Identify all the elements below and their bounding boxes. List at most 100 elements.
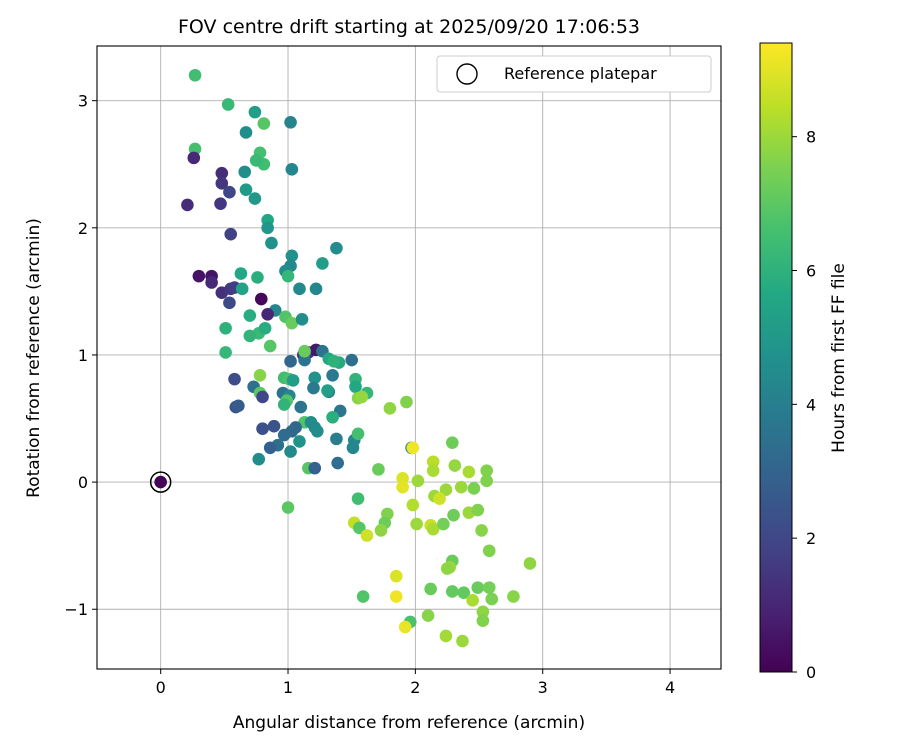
data-point xyxy=(254,292,268,306)
data-point xyxy=(234,267,248,280)
data-point xyxy=(235,282,249,296)
data-point xyxy=(321,384,334,397)
data-point xyxy=(485,592,499,606)
data-point xyxy=(426,464,440,477)
data-point xyxy=(476,614,490,627)
data-point xyxy=(256,422,269,436)
colorbar-tick-label: 0 xyxy=(806,663,816,682)
data-point xyxy=(248,105,262,119)
data-point xyxy=(327,355,341,368)
data-point xyxy=(228,372,241,386)
data-point xyxy=(345,353,358,367)
data-point xyxy=(261,221,274,235)
y-tick-label: 1 xyxy=(78,346,88,365)
colorbar-gradient xyxy=(759,42,793,673)
data-point xyxy=(426,522,440,536)
data-point xyxy=(284,355,297,368)
data-point xyxy=(215,166,229,180)
y-axis: −1 0 1 2 3 xyxy=(64,92,97,619)
data-point xyxy=(346,441,360,455)
y-tick-label: 3 xyxy=(78,92,88,111)
data-point xyxy=(400,395,413,409)
data-point xyxy=(507,590,520,603)
data-point xyxy=(181,198,194,212)
data-point xyxy=(440,562,454,575)
colorbar-tick-label: 4 xyxy=(806,395,816,414)
reference-marker-group xyxy=(149,471,172,493)
data-point xyxy=(205,276,218,289)
data-point xyxy=(396,480,409,494)
colorbar-label: Hours from first FF file xyxy=(829,263,849,453)
data-point xyxy=(311,424,324,438)
data-point xyxy=(331,456,344,470)
data-point xyxy=(285,316,299,330)
data-point xyxy=(215,177,229,190)
data-point xyxy=(192,269,206,283)
legend: Reference platepar xyxy=(436,55,712,93)
data-point xyxy=(523,557,537,570)
data-point xyxy=(248,192,262,205)
data-point xyxy=(389,590,403,603)
data-point xyxy=(355,390,369,404)
data-point xyxy=(309,282,323,296)
data-point xyxy=(406,441,420,455)
data-point xyxy=(286,374,300,387)
data-point xyxy=(396,471,409,485)
data-point xyxy=(243,329,257,343)
x-tick-label: 4 xyxy=(665,678,675,697)
data-point xyxy=(232,399,245,413)
data-point xyxy=(258,321,272,335)
data-points xyxy=(154,68,537,648)
data-point xyxy=(257,117,271,130)
data-point xyxy=(294,400,308,414)
data-point xyxy=(293,282,306,296)
data-point xyxy=(454,480,468,494)
grid xyxy=(97,46,721,669)
data-point xyxy=(410,517,423,531)
data-point xyxy=(475,524,488,537)
data-point xyxy=(298,344,311,358)
data-point xyxy=(219,321,232,335)
data-point xyxy=(221,98,235,111)
data-point xyxy=(219,346,232,359)
data-point xyxy=(467,482,481,495)
data-point xyxy=(471,581,485,594)
data-point xyxy=(308,371,322,385)
x-axis-label: Angular distance from reference (arcmin) xyxy=(233,713,585,733)
legend-entry-reference-platepar: Reference platepar xyxy=(504,64,657,83)
data-point xyxy=(285,249,299,263)
y-tick-label: 0 xyxy=(78,473,88,492)
data-point xyxy=(253,369,267,382)
data-point xyxy=(421,609,435,622)
x-tick-label: 0 xyxy=(156,678,166,697)
y-tick-label: 2 xyxy=(78,219,88,238)
data-point xyxy=(439,629,453,643)
data-point xyxy=(351,427,365,441)
legend-reference-marker xyxy=(456,63,478,85)
data-point xyxy=(351,492,365,505)
data-point xyxy=(285,163,299,176)
data-point xyxy=(426,455,440,469)
data-point xyxy=(308,461,322,475)
data-point xyxy=(154,475,167,489)
data-point xyxy=(398,620,412,634)
data-point xyxy=(298,353,311,367)
data-point xyxy=(263,339,277,353)
data-point xyxy=(224,227,238,241)
y-tick-label: −1 xyxy=(64,600,88,619)
data-point xyxy=(293,435,306,448)
data-point xyxy=(239,183,253,196)
data-point xyxy=(277,398,291,411)
data-point xyxy=(263,441,277,455)
data-point xyxy=(326,369,339,382)
data-point xyxy=(187,151,201,165)
chart-title: FOV centre drift starting at 2025/09/20 … xyxy=(178,16,640,38)
data-point xyxy=(326,410,339,424)
data-point xyxy=(252,452,266,466)
data-point xyxy=(411,474,425,488)
data-point xyxy=(330,432,343,446)
y-axis-label: Rotation from reference (arcmin) xyxy=(24,218,44,498)
data-point xyxy=(462,465,476,479)
x-axis: 0 1 2 3 4 xyxy=(156,669,675,697)
x-tick-label: 3 xyxy=(538,678,548,697)
